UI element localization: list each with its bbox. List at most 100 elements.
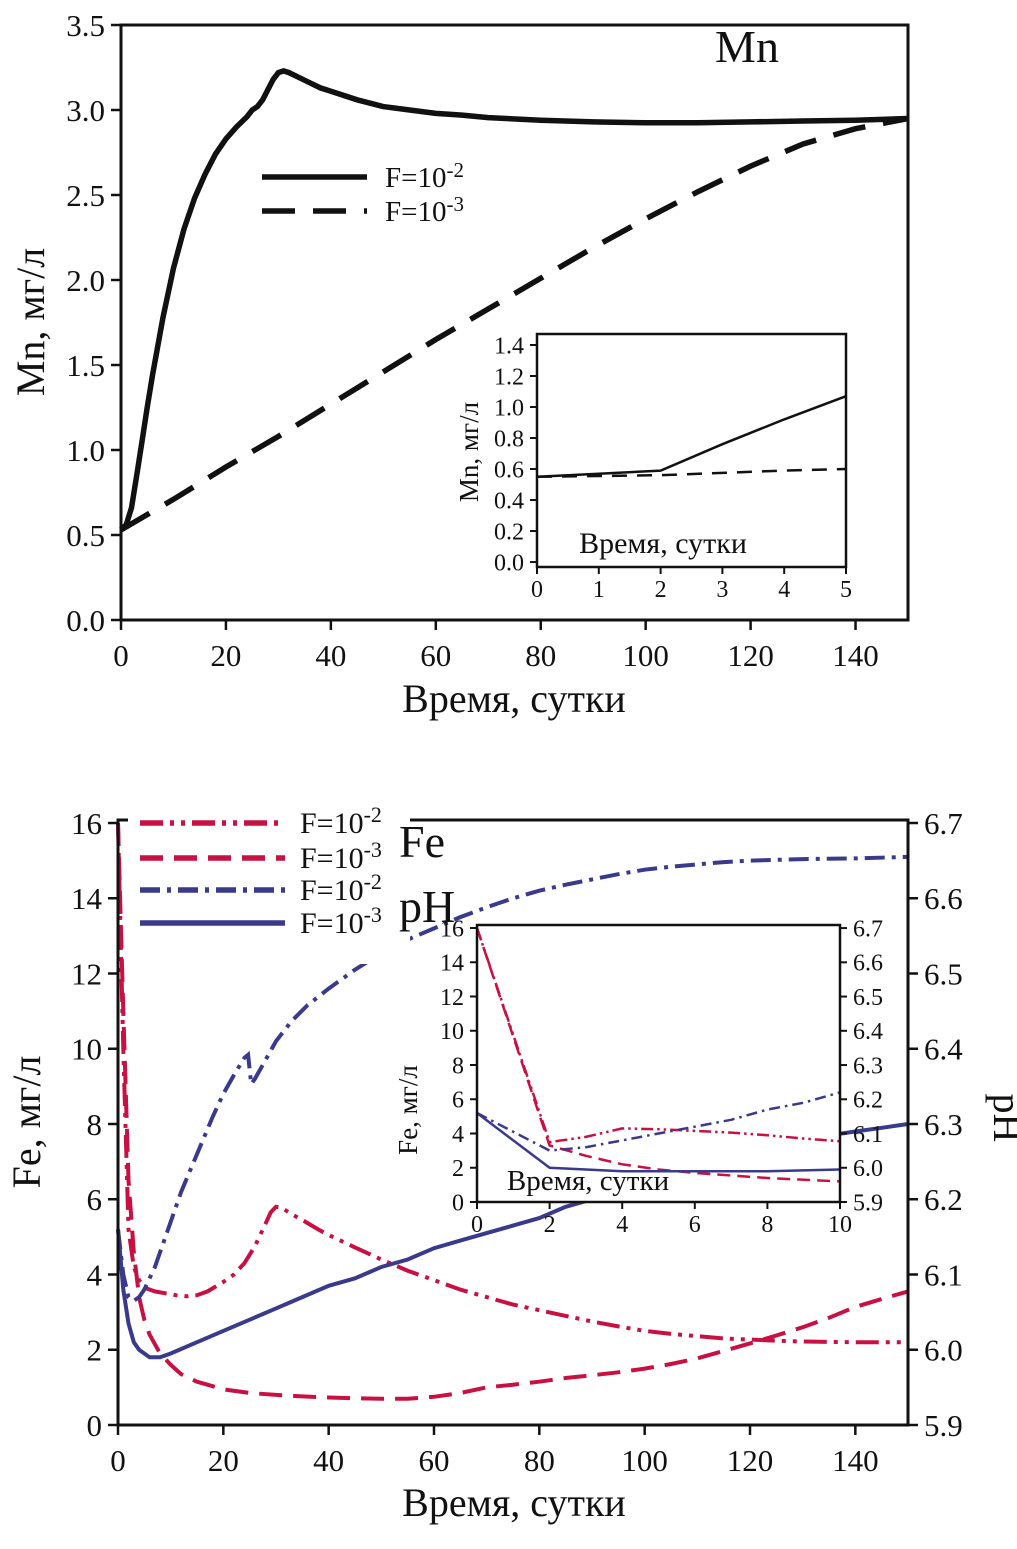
frame: 0 20 40 60 80 100 120 14002468101214165.96.06.1… <box>71 806 963 1478</box>
inset-y-axis-label: Mn, мг/л <box>454 402 484 502</box>
y-tick-label-left: 2 <box>87 1333 103 1368</box>
y-tick-label-left: 0.2 <box>494 519 524 545</box>
y-tick-label-right: 6.3 <box>853 1053 883 1079</box>
y-tick-label-left: 16 <box>71 806 102 841</box>
x-tick-label: 0 <box>471 1212 483 1238</box>
y-axis-label: Fe, мг/л <box>4 1056 49 1189</box>
y-tick-label-right: 6.7 <box>853 916 883 942</box>
x-tick-label: 5 <box>840 577 852 603</box>
series-group <box>119 68 909 533</box>
series-fe-f2-inset <box>475 927 841 1144</box>
x-tick-label: 60 <box>419 1443 450 1478</box>
x-tick-label: 20 <box>208 1443 239 1478</box>
plot-frame <box>119 23 910 622</box>
mn-chart-svg: 0 20 40 60 80 100 120 1400.00.51.01.52.02.53.03… <box>8 8 910 721</box>
y-tick-label-left: 3.5 <box>66 8 105 43</box>
y-tick-label-left: 0 <box>87 1408 103 1443</box>
x-tick-label: 60 <box>420 638 451 673</box>
x-tick-label: 3 <box>716 577 728 603</box>
series-mn-f3 <box>119 115 909 533</box>
y-tick-label-right: 6.6 <box>924 881 963 916</box>
y-tick-label-left: 10 <box>440 1019 464 1045</box>
x-tick-label: 20 <box>210 638 241 673</box>
y-tick-label-left: 1.5 <box>66 348 105 383</box>
inset-y-axis-label: Fe, мг/л <box>393 1065 423 1155</box>
legend-label: F=10-3 <box>300 902 382 940</box>
y-tick-label-left: 2.5 <box>66 178 105 213</box>
x-tick-label: 10 <box>828 1212 852 1238</box>
y-tick-label-left: 0.5 <box>66 518 105 553</box>
ticks: 0 20 40 60 80 100 120 14002468101214165.96.06.1… <box>71 806 963 1478</box>
y-tick-label-left: 14 <box>440 951 464 977</box>
y-tick-label-left: 12 <box>440 985 464 1011</box>
y-tick-label-left: 12 <box>71 956 102 991</box>
x-tick-label: 4 <box>778 577 790 603</box>
x-tick-label: 2 <box>544 1212 556 1238</box>
x-tick-label: 8 <box>761 1212 773 1238</box>
series-group <box>536 395 847 479</box>
plot-frame <box>535 332 848 569</box>
y-tick-label-right: 6.4 <box>924 1032 963 1067</box>
y-tick-label-left: 0 <box>452 1190 464 1216</box>
y-tick-label-left: 0.6 <box>494 457 524 483</box>
y-tick-label-right: 6.2 <box>853 1088 883 1114</box>
x-tick-label: 40 <box>315 638 346 673</box>
series-mn-f3-inset <box>536 467 847 479</box>
series-group <box>475 927 841 1183</box>
chart-title: Mn <box>715 21 779 72</box>
x-tick-label: 4 <box>616 1212 628 1238</box>
x-tick-label: 100 <box>621 1443 668 1478</box>
x-tick-label: 140 <box>832 1443 879 1478</box>
series-ph-f2 <box>116 854 909 1304</box>
y-tick-label-left: 3.0 <box>66 93 105 128</box>
x-tick-label: 40 <box>313 1443 344 1478</box>
plot-frame <box>116 818 910 1427</box>
series-ph-f2-inset <box>476 1091 841 1152</box>
mn-figure: 0 20 40 60 80 100 120 140 0.0 0.5 1.0 1.5 2.0 2.5 3.0 3… <box>0 0 1017 760</box>
x-tick-label: 120 <box>727 1443 774 1478</box>
y-tick-label-left: 1.0 <box>66 433 105 468</box>
y-tick-label-left: 14 <box>71 881 103 916</box>
y-axis-label: Mn, мг/л <box>8 248 53 396</box>
y-tick-label-right: 6.1 <box>924 1257 963 1292</box>
y-tick-label-left: 1.0 <box>494 395 524 421</box>
y-tick-label-left: 0.4 <box>494 488 524 514</box>
series-mn-f2 <box>119 68 909 532</box>
x-tick-label: 2 <box>655 577 667 603</box>
frame: 0 1 2 3 4 5 0.0 0.2 0.4 0.6 0.8 1.0 1.2 1.4 <box>494 332 852 603</box>
series-ph-f3-inset <box>476 1112 841 1173</box>
y-tick-label-right: 6.7 <box>924 806 963 841</box>
y-tick-label-right: 6.0 <box>924 1333 963 1368</box>
inset-x-axis-label: Время, сутки <box>507 1165 669 1197</box>
frame: 0 20 40 60 80 100 120 1400.00.51.01.52.02.53.03… <box>66 8 910 673</box>
x-tick-label: 1 <box>593 577 605 603</box>
legend: F=10-2F=10-3 <box>262 158 464 228</box>
legend-label: F=10-2 <box>300 869 382 907</box>
y-tick-label-left: 4 <box>452 1122 464 1148</box>
y-tick-label-left: 8 <box>87 1107 103 1142</box>
y-tick-label-left: 2.0 <box>66 263 105 298</box>
y-tick-label-left: 6 <box>452 1088 464 1114</box>
fe-ph-chart-svg: 0 20 40 60 80 100 120 14002468101214165.96.06.1… <box>4 802 1017 1525</box>
y-tick-label-left: 0.8 <box>494 426 524 452</box>
y-tick-label-left: 2 <box>452 1156 464 1182</box>
x-axis-label: Время, сутки <box>402 1480 626 1525</box>
ticks: 0 20 40 60 80 100 120 1400.00.51.01.52.02.53.03… <box>66 8 879 673</box>
x-tick-label: 0 <box>113 638 129 673</box>
y-tick-label-right: 6.6 <box>853 951 883 977</box>
x-tick-label: 120 <box>727 638 774 673</box>
plot-frame <box>475 923 842 1204</box>
ticks: 0 2 4 6 8 10 0 2 4 6 8 10 12 14 16 5.9 6.0 6.1 6.2 6.3 6.4 6.… <box>440 916 883 1238</box>
x-tick-label: 80 <box>524 1443 555 1478</box>
y-tick-label-right: 6.5 <box>853 985 883 1011</box>
frame: 0 2 4 6 8 10 0 2 4 6 8 10 12 14 16 5.9 6.0 6.1 6.2 6.3 6.4 6.… <box>440 916 883 1238</box>
x-tick-label: 0 <box>531 577 543 603</box>
legend-group-ph: pH <box>399 881 455 932</box>
y-tick-label-left: 8 <box>452 1053 464 1079</box>
series-fe-f3 <box>116 822 909 1401</box>
y-tick-label-left: 1.4 <box>494 333 524 359</box>
y-tick-label-right: 6.0 <box>853 1156 883 1182</box>
y-tick-label-right: 6.1 <box>853 1122 883 1148</box>
